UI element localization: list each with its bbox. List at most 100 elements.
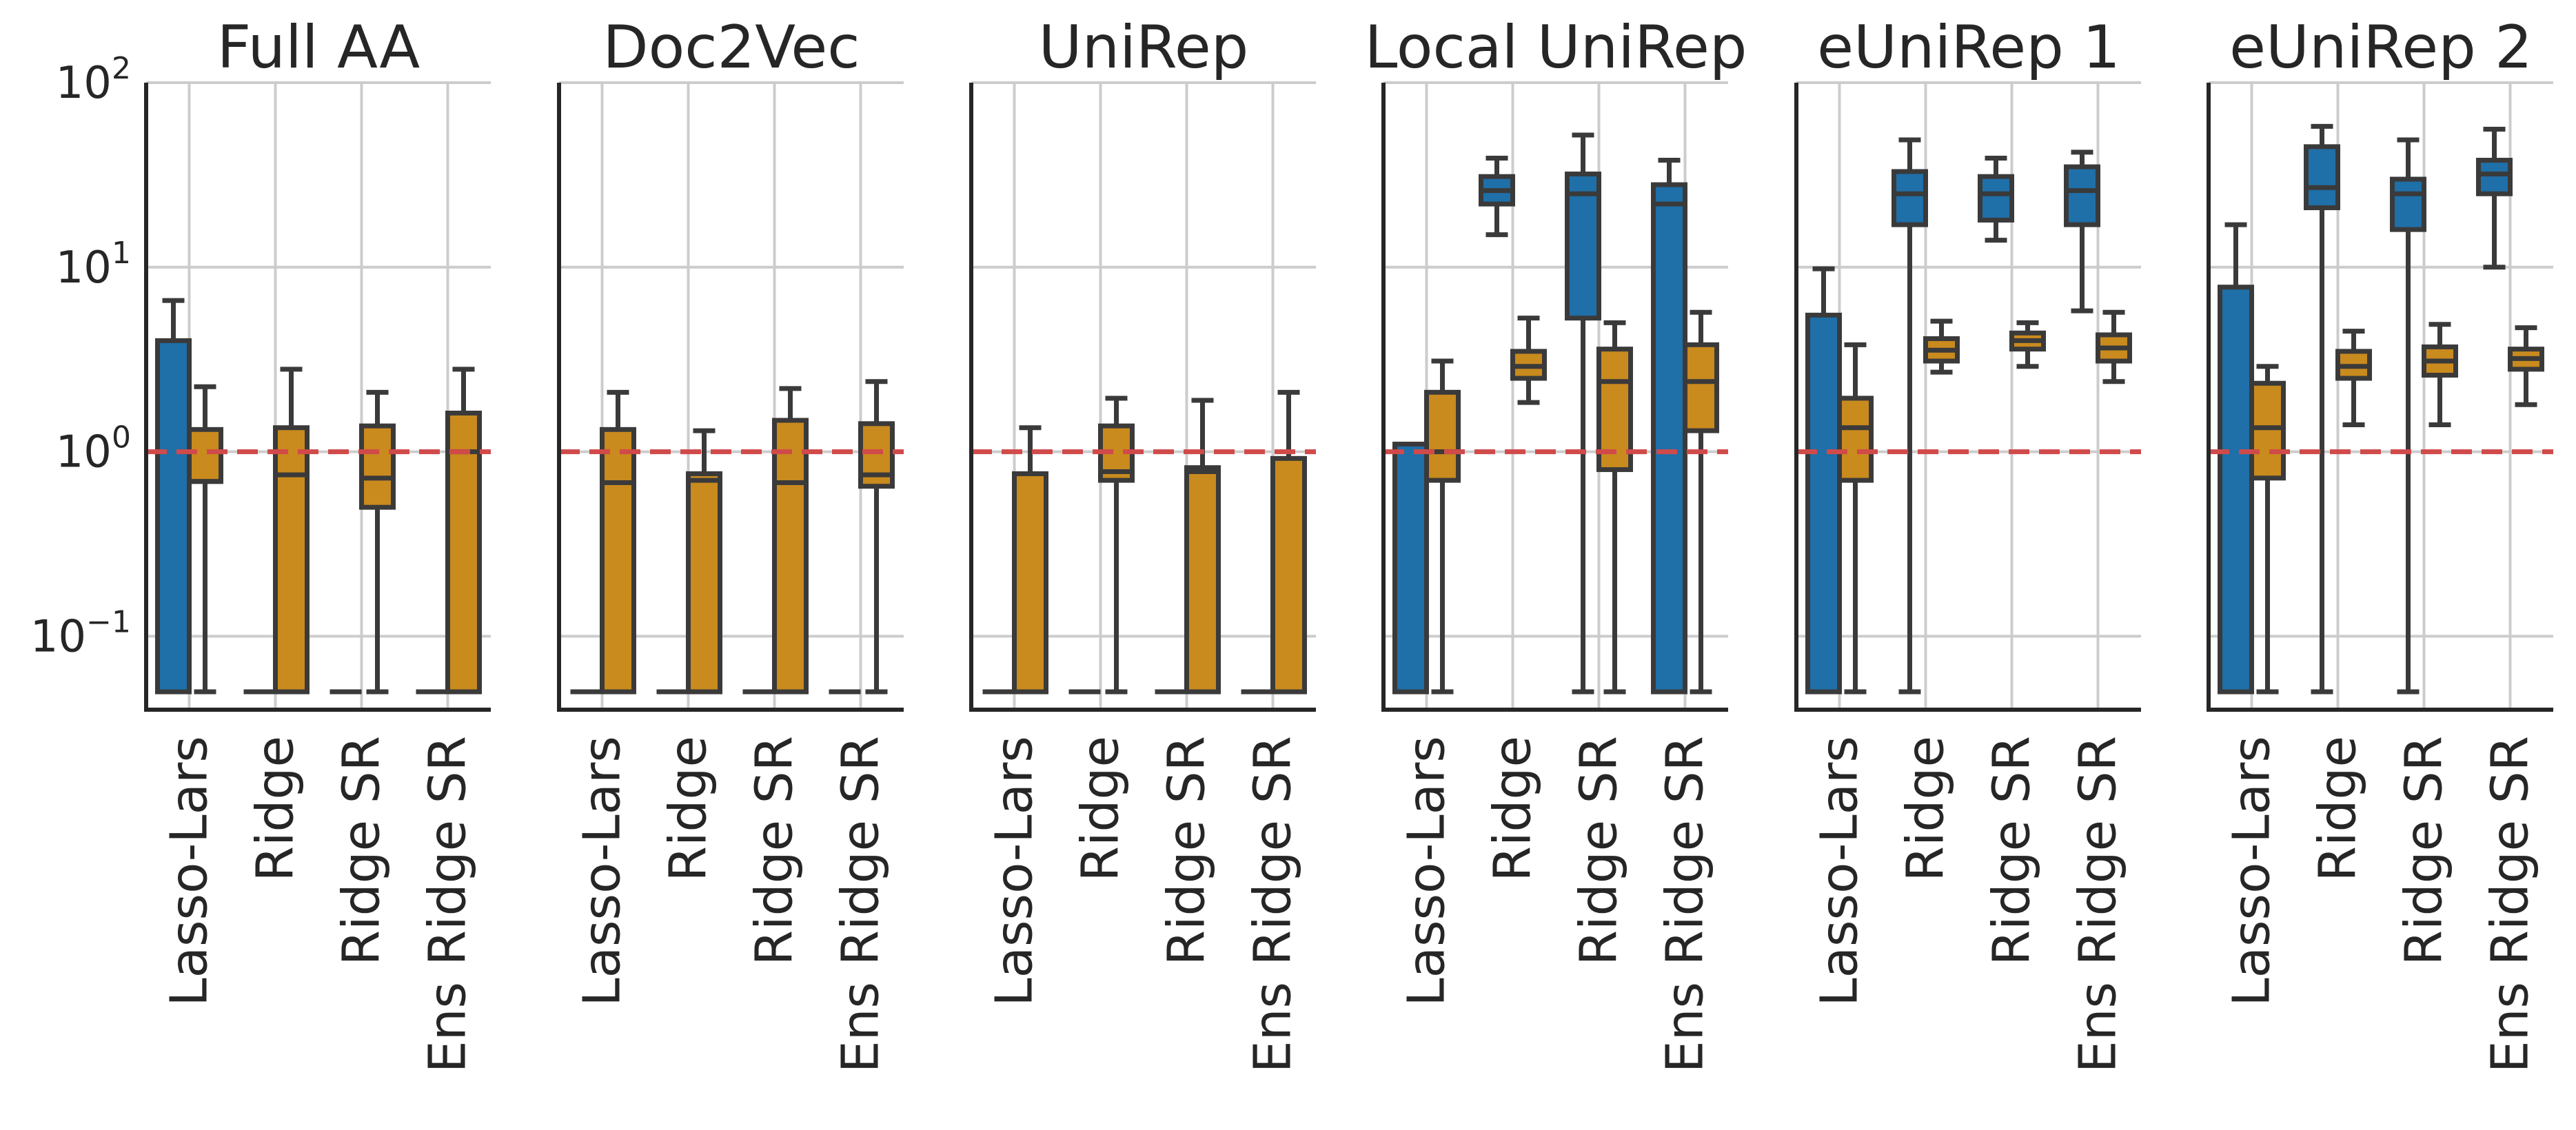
box-body [2218, 285, 2254, 695]
box-body [1392, 442, 1429, 695]
box-body [2064, 164, 2100, 227]
x-tick-label: Lasso-Lars [2222, 736, 2282, 1007]
box-4-3-0 [2064, 150, 2100, 314]
box-0-0-1 [187, 384, 223, 695]
y-tick-label: 101 [56, 236, 131, 294]
box-body [1184, 465, 1221, 695]
box-0-2-1 [359, 389, 396, 695]
box-2-0-1 [1012, 425, 1048, 695]
x-tick-label: Lasso-Lars [1810, 736, 1869, 1007]
box-body [2304, 144, 2340, 211]
x-tick-label: Ridge [1483, 736, 1543, 881]
x-tick-label: Ridge SR [1570, 736, 1629, 965]
panel-title: eUniRep 1 [1817, 13, 2120, 82]
box-5-1-0 [2304, 123, 2340, 695]
x-tick-label: Ridge SR [1982, 736, 2042, 965]
box-0-0-0 [155, 298, 192, 695]
box-body [686, 471, 722, 695]
x-tick-label: Lasso-Lars [1397, 736, 1457, 1007]
box-2-3-1 [1270, 389, 1307, 695]
box-0-3-1 [445, 367, 482, 695]
x-tick-label: Ens Ridge SR [2481, 736, 2540, 1073]
box-body [772, 418, 809, 695]
box-1-0-1 [600, 389, 636, 695]
x-tick-label: Ridge SR [745, 736, 804, 965]
box-3-3-0 [1651, 158, 1687, 695]
panel-title: eUniRep 2 [2229, 13, 2533, 82]
box-body [155, 338, 192, 695]
x-tick-label: Lasso-Lars [985, 736, 1044, 1007]
box-5-2-0 [2390, 137, 2426, 695]
panel-title: Full AA [217, 13, 420, 82]
panel-2: UniRep Lasso-Lars Ridge Ridge SR Ens Ridge S… [969, 13, 1316, 1073]
x-tick-label: Ridge SR [332, 736, 392, 965]
box-body [1837, 395, 1874, 483]
box-body [2390, 176, 2426, 232]
y-tick-label: 10−1 [30, 604, 131, 662]
box-3-0-0 [1392, 442, 1429, 695]
x-tick-label: Ridge [2309, 736, 2368, 881]
box-3-1-0 [1479, 156, 1515, 238]
x-tick-label: Ridge [246, 736, 305, 881]
panel-5: eUniRep 2 Lasso-Lars Ridge Ridge SR Ens Ridg… [2207, 13, 2553, 1073]
box-3-2-0 [1565, 132, 1601, 695]
x-tick-label: Ridge [1896, 736, 1956, 881]
box-0-1-1 [273, 367, 310, 695]
panel-title: Local UniRep [1365, 13, 1747, 82]
box-body [1270, 455, 1307, 695]
box-4-1-0 [1892, 137, 1928, 695]
box-body [359, 423, 396, 510]
box-4-1-1 [1923, 318, 1960, 375]
box-body [1805, 312, 1842, 695]
box-5-0-1 [2249, 364, 2286, 695]
box-body [273, 425, 310, 695]
x-tick-label: Ens Ridge SR [1244, 736, 1303, 1073]
box-4-0-1 [1837, 342, 1874, 695]
box-5-3-0 [2476, 126, 2513, 270]
box-body [1892, 169, 1928, 227]
panel-3: Local UniRep Lasso-Lars Ridge Ridge SR Ens R… [1365, 13, 1747, 1073]
box-4-3-1 [2096, 309, 2132, 384]
x-tick-label: Lasso-Lars [573, 736, 632, 1007]
box-1-2-1 [772, 386, 809, 695]
panel-title: UniRep [1039, 13, 1249, 82]
box-4-0-0 [1805, 266, 1842, 695]
box-body [445, 411, 482, 695]
box-3-3-1 [1683, 309, 1719, 695]
box-3-1-1 [1510, 316, 1547, 405]
box-body [1683, 342, 1719, 433]
box-5-1-1 [2335, 329, 2372, 427]
box-5-0-0 [2218, 222, 2254, 695]
y-tick-label: 102 [56, 51, 131, 109]
x-tick-label: Ens Ridge SR [2069, 736, 2128, 1073]
x-tick-label: Ens Ridge SR [1656, 736, 1715, 1073]
y-tick-label: 100 [56, 420, 131, 478]
box-body [1651, 182, 1687, 695]
panel-1: Doc2Vec Lasso-Lars Ridge Ridge SR Ens Ridge … [557, 13, 904, 1073]
box-4-2-0 [1978, 156, 2014, 243]
x-tick-label: Ridge [659, 736, 718, 881]
x-tick-label: Ridge [1071, 736, 1130, 881]
box-body [1565, 172, 1601, 321]
box-2-2-1 [1184, 398, 1221, 695]
x-tick-label: Lasso-Lars [160, 736, 219, 1007]
box-body [1978, 174, 2014, 223]
box-body [187, 427, 223, 484]
box-5-2-1 [2422, 322, 2458, 427]
box-body [600, 427, 636, 695]
box-body [1012, 471, 1048, 695]
x-tick-label: Ens Ridge SR [418, 736, 478, 1073]
x-tick-label: Ridge SR [1157, 736, 1217, 965]
box-body [2249, 380, 2286, 481]
box-5-3-1 [2508, 325, 2544, 407]
box-3-0-1 [1424, 358, 1461, 695]
box-2-1-1 [1098, 395, 1135, 695]
panel-4: eUniRep 1 Lasso-Lars Ridge Ridge SR Ens Ridg… [1794, 13, 2141, 1073]
panel-0: Full AA Lasso-Lars Ridge Ridge SR Ens Ridge … [30, 13, 491, 1073]
box-1-1-1 [686, 428, 722, 695]
box-body [2476, 158, 2513, 196]
panel-title: Doc2Vec [602, 13, 860, 82]
box-body [1424, 389, 1461, 483]
box-4-2-1 [2009, 320, 2046, 369]
